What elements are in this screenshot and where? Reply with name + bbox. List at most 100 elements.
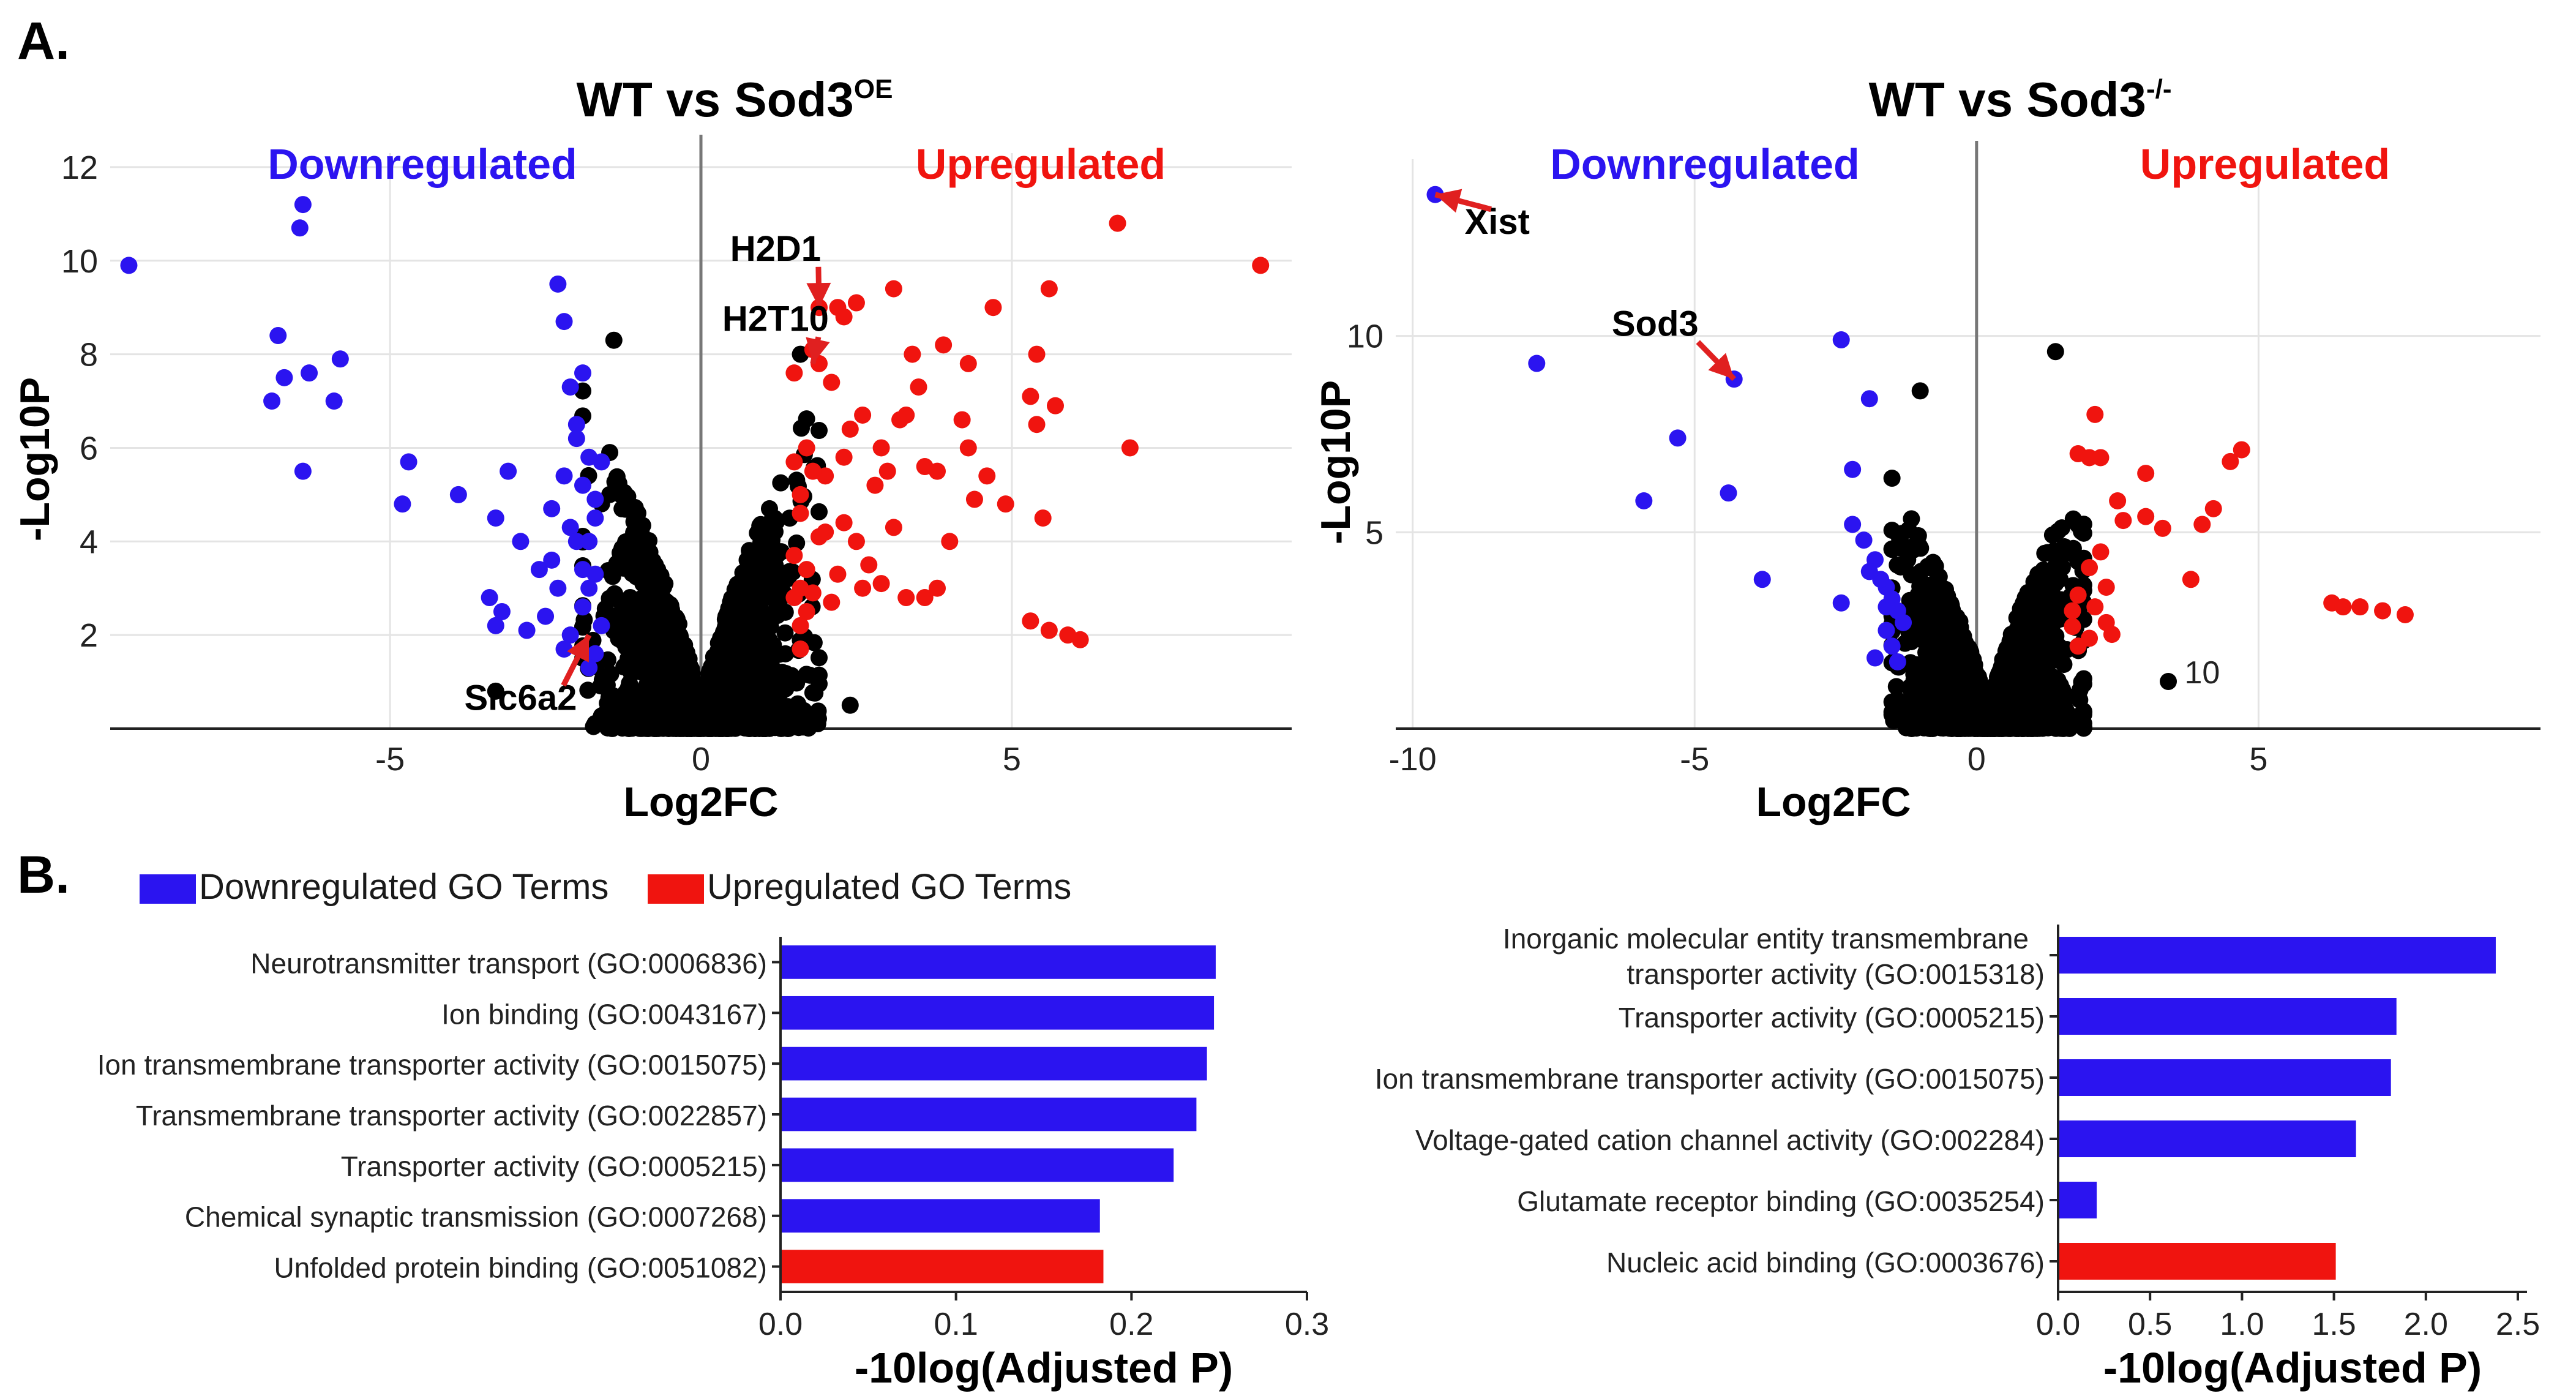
point-downregulated	[394, 495, 411, 513]
point-not-significant	[1924, 558, 1942, 576]
point-downregulated	[574, 598, 591, 616]
y-tick-label: 10	[1347, 318, 1383, 355]
point-not-significant	[733, 606, 751, 624]
point-downregulated	[449, 486, 467, 503]
point-not-significant	[705, 648, 722, 666]
point-upregulated	[2396, 606, 2414, 623]
point-downregulated	[543, 500, 561, 517]
point-not-significant	[781, 700, 799, 718]
point-not-significant	[2075, 718, 2092, 736]
point-downregulated	[1635, 492, 1653, 509]
point-not-significant	[2027, 717, 2045, 735]
category-label: Unfolded protein binding (GO:0051082)	[274, 1252, 767, 1284]
point-upregulated	[1040, 621, 1058, 639]
point-not-significant	[738, 551, 756, 569]
point-downregulated	[580, 533, 598, 550]
point-not-significant	[2032, 604, 2050, 621]
point-not-significant	[2064, 539, 2082, 557]
go-legend: Downregulated GO Terms Upregulated GO Te…	[140, 867, 1071, 907]
point-downregulated	[294, 196, 312, 214]
point-not-significant	[746, 574, 763, 592]
point-not-significant	[1996, 692, 2013, 710]
point-not-significant	[599, 561, 617, 579]
point-downregulated	[500, 462, 517, 480]
point-not-significant	[2040, 651, 2057, 669]
point-downregulated	[120, 257, 138, 274]
title-main: WT vs Sod3	[1869, 72, 2146, 127]
point-not-significant	[1950, 623, 1968, 640]
point-upregulated	[866, 476, 884, 494]
point-not-significant	[1976, 701, 1994, 719]
point-not-significant	[2039, 544, 2056, 561]
gene-annotation-label: Xist	[1465, 202, 1530, 242]
point-not-significant	[752, 544, 770, 561]
point-downregulated	[294, 462, 312, 480]
point-upregulated	[798, 439, 815, 457]
point-downregulated	[586, 490, 604, 508]
x-tick-label: 2.5	[2496, 1307, 2540, 1342]
point-upregulated	[835, 448, 853, 466]
point-downregulated	[1720, 484, 1737, 502]
point-not-significant	[629, 516, 646, 533]
point-upregulated	[904, 345, 921, 363]
point-not-significant	[639, 612, 657, 629]
point-not-significant	[2073, 673, 2091, 691]
bar-down	[782, 1199, 1100, 1233]
point-downregulated	[580, 659, 598, 677]
point-not-significant	[2025, 588, 2043, 606]
point-upregulated	[2222, 452, 2239, 470]
point-upregulated	[2081, 559, 2099, 577]
point-downregulated	[325, 392, 343, 410]
point-upregulated	[897, 589, 915, 607]
point-upregulated	[1040, 280, 1058, 298]
go-bar-chart-sod3-oe: 0.0 0.1 0.2 0.3 -10log(Adjusted P) Neurotrans…	[97, 937, 1329, 1392]
point-upregulated	[953, 411, 971, 429]
point-downregulated	[530, 561, 548, 579]
point-not-significant	[1901, 591, 1919, 609]
point-downregulated	[593, 617, 610, 634]
point-not-significant	[772, 474, 790, 492]
point-downregulated	[537, 607, 555, 625]
point-upregulated	[885, 519, 902, 536]
category-label: Glutamate receptor binding (GO:0035254)	[1517, 1185, 2045, 1217]
y-tick-label: 5	[1365, 514, 1383, 551]
title-superscript: -/-	[2146, 74, 2172, 104]
point-upregulated	[792, 617, 809, 634]
point-upregulated	[841, 420, 859, 438]
bar-down	[2059, 937, 2496, 974]
annotation-arrowhead	[1708, 353, 1734, 380]
x-tick-label: 0.0	[2036, 1307, 2080, 1342]
point-upregulated	[798, 602, 815, 620]
gene-annotation-label: Sod3	[1612, 304, 1699, 344]
point-not-significant	[733, 659, 751, 677]
point-downregulated	[1844, 516, 1862, 533]
point-not-significant	[624, 624, 642, 642]
point-not-significant	[2046, 558, 2064, 576]
point-downregulated	[481, 589, 498, 607]
bar-up	[782, 1250, 1104, 1283]
point-upregulated	[2137, 465, 2155, 482]
point-not-significant	[2049, 671, 2067, 689]
point-not-significant	[1900, 521, 1917, 539]
point-upregulated	[854, 579, 872, 597]
point-not-significant	[2075, 524, 2092, 542]
category-label: Ion transmembrane transporter activity (…	[1375, 1063, 2045, 1095]
point-not-significant	[2027, 666, 2045, 684]
point-downregulated	[586, 509, 604, 527]
point-not-significant	[615, 688, 632, 706]
point-not-significant	[798, 410, 815, 428]
point-downregulated	[512, 533, 530, 550]
x-tick-label: 2.0	[2404, 1307, 2448, 1342]
category-label: Ion transmembrane transporter activity (…	[97, 1049, 767, 1081]
point-upregulated	[2154, 519, 2171, 537]
x-tick-label: -5	[375, 741, 405, 778]
point-not-significant	[1888, 691, 1906, 708]
point-not-significant	[2002, 625, 2020, 643]
x-tick-label: 0.3	[1285, 1307, 1329, 1342]
point-downregulated	[1866, 649, 1884, 667]
region-label-upregulated: Upregulated	[2140, 140, 2390, 188]
point-upregulated	[854, 406, 872, 424]
point-upregulated	[792, 505, 809, 522]
point-not-significant	[733, 625, 751, 643]
point-upregulated	[847, 294, 865, 312]
